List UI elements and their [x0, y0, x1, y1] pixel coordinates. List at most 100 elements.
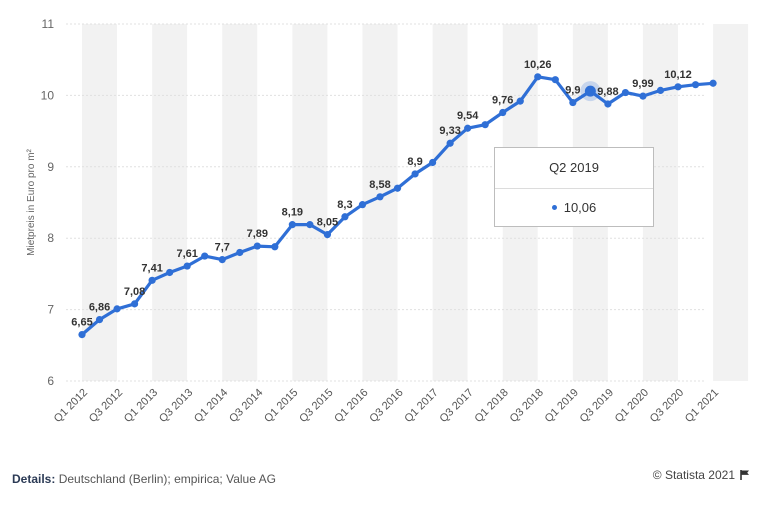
plot-band — [187, 24, 223, 381]
data-point — [358, 201, 367, 209]
data-label: 7,7 — [215, 242, 230, 254]
x-tick-label: Q1 2019 — [543, 387, 581, 425]
details-footer: Details: Deutschland (Berlin); empirica;… — [12, 472, 276, 486]
x-tick-label: Q3 2016 — [367, 387, 405, 425]
x-tick-label: Q1 2012 — [52, 387, 90, 425]
data-point — [376, 193, 384, 201]
data-point — [446, 139, 454, 147]
data-label: 7,89 — [247, 228, 268, 240]
x-tick-label: Q3 2014 — [227, 387, 265, 425]
data-label: 7,41 — [141, 262, 162, 274]
y-tick-label: 7 — [47, 303, 54, 317]
x-tick-label: Q1 2015 — [262, 387, 300, 425]
data-point — [516, 97, 524, 105]
details-label[interactable]: Details: — [12, 472, 56, 486]
x-tick-label: Q1 2020 — [613, 387, 651, 425]
data-point — [183, 262, 191, 270]
data-point — [481, 121, 489, 129]
x-tick-label: Q1 2013 — [122, 387, 160, 425]
data-point — [148, 276, 156, 284]
y-tick-label: 9 — [47, 160, 54, 174]
data-point — [674, 83, 682, 91]
data-point — [113, 305, 121, 313]
x-tick-label: Q3 2018 — [508, 387, 546, 425]
x-tick-label: Q3 2019 — [578, 387, 616, 425]
data-label: 10,12 — [664, 69, 692, 81]
data-label: 9,99 — [632, 78, 653, 90]
data-point — [709, 79, 717, 87]
data-point — [621, 88, 630, 97]
tooltip-series-dot — [551, 205, 557, 210]
x-tick-label: Q3 2012 — [87, 387, 125, 425]
plot-band — [713, 24, 749, 381]
chart-tooltip: Q2 2019 10,06 — [494, 147, 654, 227]
data-point — [429, 158, 437, 167]
data-label: 9,33 — [439, 125, 460, 137]
details-text: Deutschland (Berlin); empirica; Value AG — [58, 472, 276, 486]
x-tick-label: Q3 2015 — [297, 387, 335, 425]
data-label: 9,76 — [492, 95, 513, 107]
y-tick-label: 8 — [47, 231, 54, 245]
plot-band — [397, 24, 433, 381]
x-tick-label: Q3 2013 — [157, 387, 195, 425]
plot-band — [292, 24, 328, 381]
data-label: 6,65 — [71, 317, 92, 329]
tooltip-value: 10,06 — [563, 200, 597, 215]
data-point — [306, 221, 314, 229]
credit-text: © Statista 2021 — [652, 468, 735, 482]
data-point — [271, 243, 279, 251]
data-label: 8,05 — [317, 217, 338, 229]
plot-band — [257, 24, 293, 381]
data-label: 6,86 — [89, 302, 110, 314]
data-point — [534, 73, 542, 81]
plot-band — [327, 24, 363, 381]
plot-band — [222, 24, 258, 381]
data-label: 9,88 — [597, 86, 618, 98]
data-point — [95, 315, 104, 324]
data-point — [393, 184, 402, 192]
data-point — [130, 300, 139, 308]
x-tick-label: Q1 2017 — [402, 387, 440, 425]
plot-band — [152, 24, 188, 381]
data-label: 8,3 — [337, 199, 352, 211]
data-point — [166, 268, 174, 277]
data-point — [78, 330, 86, 339]
data-point — [499, 108, 507, 117]
plot-band — [432, 24, 468, 381]
y-tick-label: 10 — [41, 88, 55, 102]
data-label: 7,61 — [176, 248, 197, 260]
data-label: 9,54 — [457, 110, 479, 122]
data-point — [288, 221, 296, 229]
y-axis-label: Mietpreis in Euro pro m² — [26, 148, 37, 255]
data-label: 8,19 — [282, 207, 303, 219]
data-point — [604, 100, 612, 108]
data-point — [253, 242, 261, 250]
data-point — [411, 170, 419, 178]
flag-icon[interactable] — [740, 470, 750, 480]
x-tick-label: Q1 2021 — [683, 387, 721, 425]
data-label: 7,08 — [124, 286, 145, 298]
x-tick-label: Q1 2018 — [473, 387, 511, 425]
y-tick-label: 11 — [42, 17, 55, 31]
tooltip-row: 10,06 — [495, 189, 653, 227]
data-point — [218, 256, 226, 264]
x-tick-label: Q3 2017 — [437, 387, 475, 425]
credit[interactable]: © Statista 2021 — [653, 468, 750, 482]
x-tick-label: Q1 2014 — [192, 387, 230, 425]
data-label: 8,58 — [369, 179, 390, 191]
data-point — [639, 92, 647, 100]
data-point-highlighted — [584, 85, 596, 97]
tooltip-title: Q2 2019 — [495, 148, 653, 189]
plot-band — [117, 24, 153, 381]
data-point — [569, 98, 577, 107]
data-label: 10,26 — [524, 59, 552, 71]
data-point — [551, 76, 559, 84]
data-label: 8,9 — [407, 156, 422, 168]
data-point — [201, 252, 209, 260]
data-point — [236, 248, 244, 257]
x-tick-label: Q3 2020 — [648, 387, 686, 425]
y-tick-label: 6 — [47, 374, 54, 388]
data-point — [464, 124, 472, 132]
data-point — [323, 231, 332, 239]
